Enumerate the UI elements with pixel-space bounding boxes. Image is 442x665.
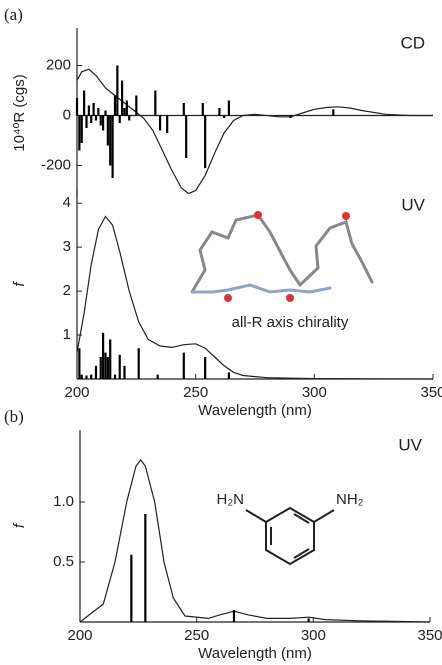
x-tick-label: 250 xyxy=(184,627,209,644)
x-tick-label: 200 xyxy=(67,627,92,644)
x-tick-label: 350 xyxy=(420,384,442,401)
y-tick-label: 200 xyxy=(46,56,71,73)
y-axis-label: f xyxy=(11,522,28,528)
panel-label: (a) xyxy=(4,5,23,24)
atom-o xyxy=(342,212,350,220)
bond xyxy=(246,510,266,522)
atom-o xyxy=(254,211,262,219)
molecule-b xyxy=(246,508,334,564)
benzene-ring xyxy=(266,508,314,564)
panel-title: CD xyxy=(400,33,425,52)
page: {"chart_data": [ {"type": "line", "panel… xyxy=(0,0,442,665)
panel-label: (b) xyxy=(4,407,24,426)
molecule-a xyxy=(192,211,372,302)
atom-o xyxy=(224,294,232,302)
bond xyxy=(314,510,334,522)
x-tick-label: 300 xyxy=(301,627,326,644)
molecule-chain xyxy=(192,285,330,292)
y-axis-label: 10⁴⁰R (cgs) xyxy=(11,74,28,151)
y-tick-label: 1 xyxy=(63,326,71,343)
y-tick-label: 0.5 xyxy=(53,553,74,570)
y-tick-label: -200 xyxy=(41,156,71,173)
spectrum-curve xyxy=(77,69,433,193)
atom-label: NH₂ xyxy=(336,491,364,508)
x-axis-label: Wavelength (nm) xyxy=(198,402,312,419)
atom-o xyxy=(286,294,294,302)
panel-title: UV xyxy=(401,195,425,214)
annotation: all-R axis chirality xyxy=(232,314,349,331)
x-tick-label: 300 xyxy=(302,384,327,401)
panel-title: UV xyxy=(398,435,422,454)
y-tick-label: 3 xyxy=(63,238,71,255)
atom-label: H₂N xyxy=(217,491,245,508)
figure: -200 0 200 CD (a) 10⁴⁰R (cgs) 1 2 3 4 200 250 300 350… xyxy=(0,0,442,665)
y-axis-label: f xyxy=(11,281,28,287)
x-tick-label: 200 xyxy=(64,384,89,401)
molecule-backbone xyxy=(192,215,372,292)
x-tick-label: 250 xyxy=(183,384,208,401)
y-tick-label: 2 xyxy=(63,282,71,299)
y-tick-label: 1.0 xyxy=(53,493,74,510)
x-axis-label: Wavelength (nm) xyxy=(198,645,312,662)
y-tick-label: 4 xyxy=(63,194,71,211)
spectrum-curve xyxy=(80,460,430,622)
y-tick-label: 0 xyxy=(63,106,71,123)
spectrum-curve xyxy=(77,216,433,379)
x-tick-label: 350 xyxy=(417,627,442,644)
